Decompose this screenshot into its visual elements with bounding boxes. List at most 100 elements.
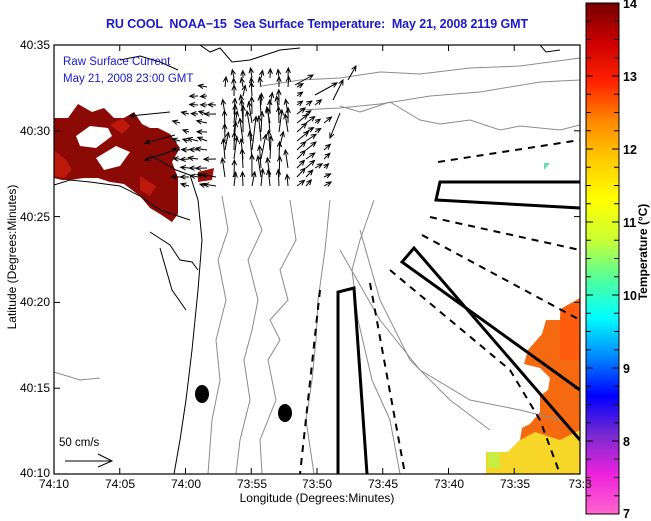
current-vector (314, 98, 323, 106)
zone-east (434, 180, 580, 210)
current-vector (268, 91, 275, 106)
y-tick-label: 40:15 (19, 381, 50, 395)
current-vector (256, 115, 262, 142)
current-vector (180, 110, 190, 116)
current-vector (329, 112, 341, 140)
sst-hole-1 (76, 126, 112, 148)
sst-patch-se-green (488, 452, 500, 468)
current-vector (296, 167, 306, 178)
y-tick-label: 40:20 (19, 295, 50, 309)
current-vector (347, 64, 357, 81)
current-vector (296, 179, 306, 187)
current-vector (246, 100, 253, 124)
current-vector (323, 173, 332, 179)
sst-patch-nw-highlight (54, 118, 156, 196)
current-vector (195, 119, 208, 125)
current-vector (275, 105, 282, 124)
current-vector (186, 136, 199, 143)
current-vector (239, 76, 245, 88)
current-vector (232, 171, 238, 187)
current-vector (305, 178, 313, 187)
dashed-line (429, 216, 580, 251)
x-tick-label: 73:45 (367, 477, 399, 491)
current-vector (230, 68, 236, 79)
map-content (54, 45, 580, 474)
current-vector (332, 78, 344, 101)
current-vector (283, 112, 289, 133)
current-vector (251, 170, 257, 187)
current-vector (283, 98, 290, 115)
current-vector (179, 164, 190, 171)
current-vector (259, 167, 265, 187)
colorbar-tick-label: 10 (623, 289, 637, 303)
current-vector (222, 75, 229, 88)
current-vector (249, 95, 255, 115)
current-vector (196, 136, 208, 142)
current-vector (241, 84, 247, 97)
dashed-line (299, 289, 321, 474)
current-vector (233, 135, 240, 160)
dashed-line (437, 139, 580, 163)
colorbar-title: Temperature (°C) (636, 203, 650, 301)
y-tick-label: 40:10 (19, 466, 50, 480)
current-vector (305, 133, 318, 142)
y-tick-label: 40:25 (19, 210, 50, 224)
current-vector (296, 159, 306, 169)
current-vector (170, 174, 181, 180)
current-vector (143, 134, 176, 145)
current-vector (232, 103, 238, 124)
colorbar-tick-label: 12 (623, 143, 637, 157)
current-vector (257, 76, 263, 88)
current-vector (296, 149, 307, 160)
current-vector (314, 163, 324, 169)
current-vector (296, 83, 305, 89)
current-vector (294, 74, 315, 86)
current-vector (171, 119, 181, 125)
current-vector (239, 170, 246, 187)
x-tick-label: 73:3 (568, 477, 592, 491)
current-vector (239, 147, 245, 169)
current-vector (200, 172, 217, 179)
current-vector (187, 155, 199, 162)
current-vector (203, 111, 217, 117)
current-vector (222, 122, 228, 142)
current-vector (305, 100, 313, 107)
station-marker (195, 385, 209, 403)
current-vector (314, 127, 322, 134)
current-vector (189, 173, 199, 180)
current-vector (257, 94, 263, 115)
x-axis-title: Longitude (Degrees:Minutes) (239, 491, 395, 505)
current-vector (267, 67, 273, 79)
current-vector (240, 69, 246, 79)
overlay-line-1: Raw Surface Current (63, 56, 171, 68)
current-vector (206, 102, 217, 108)
current-vector (258, 69, 265, 79)
current-vector (181, 137, 190, 144)
chart-title: RU COOL NOAA−15 Sea Surface Temperature:… (105, 17, 529, 31)
current-vector (323, 181, 333, 187)
current-vector (275, 168, 282, 187)
x-tick-label: 73:50 (301, 477, 333, 491)
current-vector (128, 111, 171, 119)
colorbar-ticks (586, 2, 619, 515)
current-vector (296, 122, 308, 133)
colorbar-tick-label: 7 (623, 507, 630, 521)
colorbar-tick-label: 11 (623, 216, 637, 230)
current-vector (180, 147, 190, 153)
current-vector (179, 182, 190, 188)
x-tick-label: 73:55 (236, 477, 268, 491)
current-vector (179, 174, 190, 180)
current-vector (278, 108, 285, 133)
dashed-line (421, 234, 580, 321)
current-vector (305, 127, 315, 133)
current-vector (296, 113, 309, 124)
current-vector (305, 115, 316, 124)
current-vector (248, 66, 254, 79)
current-vector (259, 110, 265, 133)
current-vector (314, 82, 339, 96)
current-vector (323, 116, 333, 124)
current-vector (305, 169, 314, 178)
y-tick-label: 40:35 (19, 38, 50, 52)
current-vector (305, 152, 316, 160)
